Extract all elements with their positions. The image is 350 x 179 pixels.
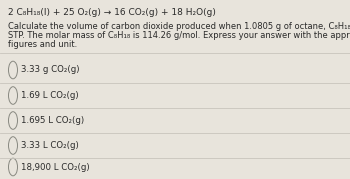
Text: figures and unit.: figures and unit. xyxy=(8,40,77,49)
Text: 1.69 L CO₂(g): 1.69 L CO₂(g) xyxy=(21,91,79,100)
Text: 3.33 L CO₂(g): 3.33 L CO₂(g) xyxy=(21,141,79,150)
Text: STP. The molar mass of C₈H₁₈ is 114.26 g/mol. Express your answer with the appro: STP. The molar mass of C₈H₁₈ is 114.26 g… xyxy=(8,31,350,40)
Text: Calculate the volume of carbon dioxide produced when 1.0805 g of octane, C₈H₁₈(l: Calculate the volume of carbon dioxide p… xyxy=(8,22,350,31)
Text: 18,900 L CO₂(g): 18,900 L CO₂(g) xyxy=(21,163,90,171)
Text: 1.695 L CO₂(g): 1.695 L CO₂(g) xyxy=(21,116,84,125)
Text: 3.33 g CO₂(g): 3.33 g CO₂(g) xyxy=(21,66,79,74)
Text: 2 C₈H₁₈(l) + 25 O₂(g) → 16 CO₂(g) + 18 H₂O(g): 2 C₈H₁₈(l) + 25 O₂(g) → 16 CO₂(g) + 18 H… xyxy=(8,8,216,17)
